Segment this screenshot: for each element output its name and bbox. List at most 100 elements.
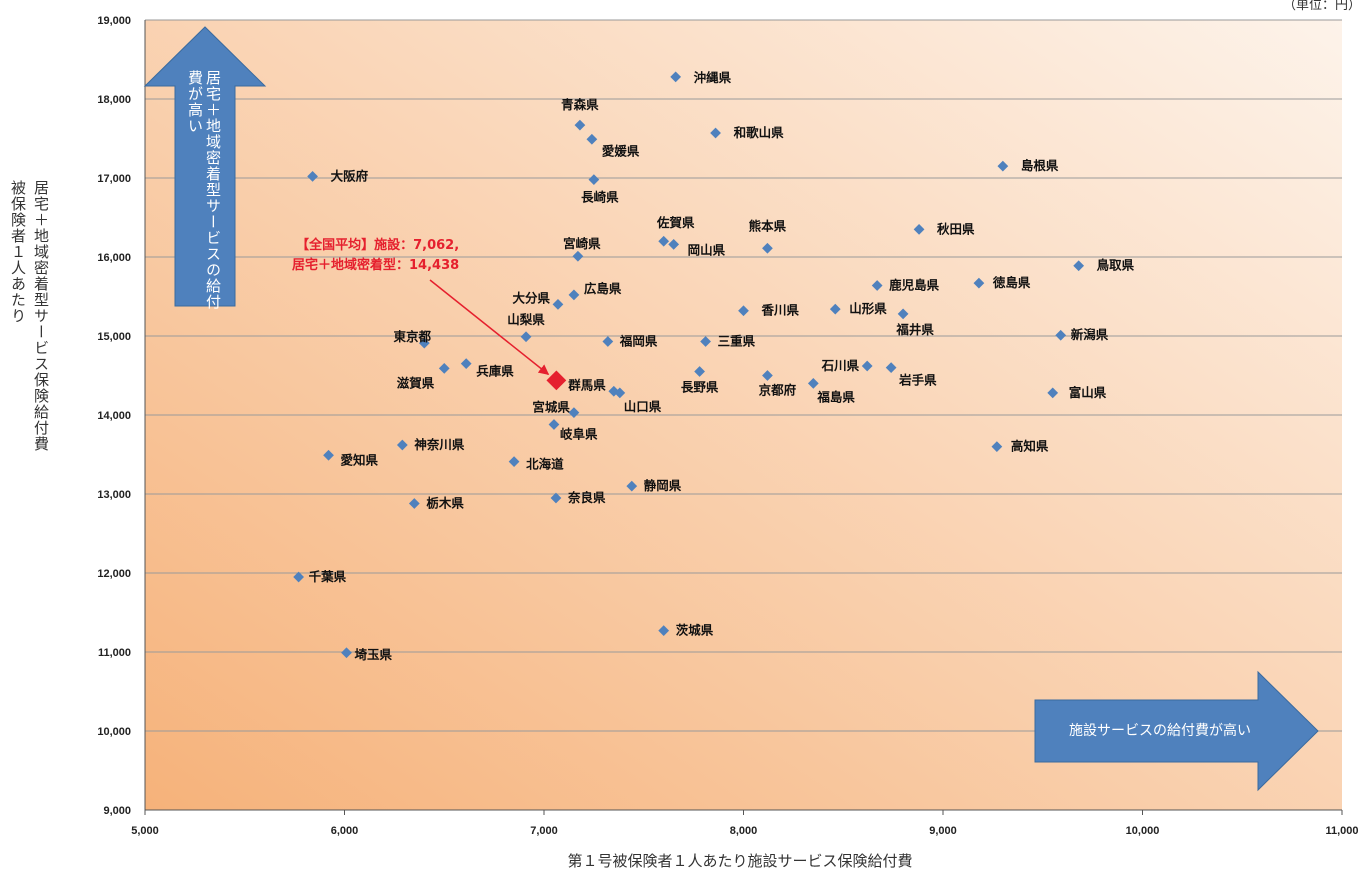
data-point-label: 秋田県 bbox=[937, 221, 975, 236]
data-point bbox=[807, 378, 819, 389]
data-point bbox=[460, 358, 472, 370]
x-tick-label: 7,000 bbox=[530, 825, 558, 837]
y-tick-label: 9,000 bbox=[103, 805, 131, 817]
data-point bbox=[700, 336, 711, 347]
average-label-line2: 居宅＋地域密着型：14,438 bbox=[292, 258, 460, 273]
data-point bbox=[762, 242, 773, 254]
data-point bbox=[710, 127, 721, 139]
unit-label: （単位：円） bbox=[1282, 0, 1361, 13]
data-point-label: 茨城県 bbox=[676, 623, 714, 638]
data-point-label: 三重県 bbox=[718, 334, 756, 349]
y-axis-label-line2: 被保険者１人あたり bbox=[9, 180, 27, 324]
data-point bbox=[418, 337, 430, 349]
data-point bbox=[588, 174, 600, 185]
y-axis-label-line1: 居宅＋地域密着型サービス保険給付費 bbox=[32, 180, 50, 452]
data-point-label: 熊本県 bbox=[749, 218, 787, 233]
y-tick-label: 10,000 bbox=[97, 726, 131, 738]
data-point-label: 鳥取県 bbox=[1097, 258, 1135, 273]
data-point-label: 滋賀県 bbox=[397, 375, 435, 390]
data-point-label: 宮崎県 bbox=[563, 236, 601, 251]
data-point-label: 千葉県 bbox=[309, 569, 347, 584]
data-point-label: 山口県 bbox=[624, 399, 662, 414]
data-point-label: 山梨県 bbox=[507, 312, 545, 327]
data-point-label: 京都府 bbox=[759, 383, 797, 398]
data-point-label: 栃木県 bbox=[426, 495, 464, 510]
data-point bbox=[658, 235, 670, 247]
data-point-label: 群馬県 bbox=[567, 377, 606, 392]
x-tick-label: 10,000 bbox=[1126, 825, 1160, 837]
average-pointer-arrow bbox=[429, 279, 550, 376]
data-point-label: 埼玉県 bbox=[354, 647, 392, 662]
data-point-label: 高知県 bbox=[1011, 439, 1049, 454]
arrow-up-shape bbox=[143, 26, 267, 307]
data-point-label: 愛知県 bbox=[341, 452, 379, 467]
data-point-label: 沖縄県 bbox=[694, 70, 732, 85]
data-point-label: 大分県 bbox=[512, 290, 550, 305]
data-point-label: 愛媛県 bbox=[602, 143, 640, 158]
y-tick-label: 19,000 bbox=[97, 15, 131, 27]
data-point bbox=[408, 498, 420, 509]
data-point-label: 東京都 bbox=[394, 329, 432, 344]
data-point-label: 兵庫県 bbox=[476, 364, 514, 379]
arrow-up-label: 居宅＋地域密着型サービスの給付費が高い bbox=[186, 70, 222, 310]
y-tick-label: 12,000 bbox=[97, 568, 131, 580]
data-point-label: 岡山県 bbox=[688, 242, 726, 257]
data-point bbox=[913, 223, 925, 235]
y-tick-label: 17,000 bbox=[97, 173, 131, 185]
data-point-label: 岩手県 bbox=[898, 373, 937, 388]
data-point-label: 福島県 bbox=[816, 389, 855, 404]
y-tick-label: 11,000 bbox=[98, 647, 131, 659]
average-label-line1: 【全国平均】施設：7,062, bbox=[296, 238, 460, 253]
arrow-right-shape bbox=[1034, 670, 1319, 792]
x-tick-label: 11,000 bbox=[1325, 825, 1358, 837]
data-point-label: 佐賀県 bbox=[656, 215, 695, 230]
x-tick-label: 8,000 bbox=[730, 825, 758, 837]
data-point bbox=[552, 299, 564, 310]
data-point-label: 新潟県 bbox=[1071, 327, 1109, 342]
data-point bbox=[438, 363, 450, 374]
x-tick-label: 9,000 bbox=[929, 825, 957, 837]
data-point-label: 山形県 bbox=[849, 301, 887, 316]
x-tick-label: 6,000 bbox=[331, 825, 359, 837]
data-point-label: 広島県 bbox=[584, 281, 622, 296]
data-point-label: 福岡県 bbox=[619, 334, 658, 349]
data-point-label: 長野県 bbox=[681, 380, 719, 395]
data-point-label: 北海道 bbox=[526, 457, 564, 472]
data-point-label: 岐阜県 bbox=[560, 426, 598, 441]
data-point bbox=[396, 439, 408, 451]
data-point-label: 富山県 bbox=[1069, 385, 1107, 400]
y-tick-label: 15,000 bbox=[97, 331, 131, 343]
data-point-label: 青森県 bbox=[561, 97, 599, 112]
data-point bbox=[871, 280, 883, 291]
data-point bbox=[694, 366, 705, 377]
data-point-label: 長崎県 bbox=[581, 190, 619, 205]
data-point-label: 島根県 bbox=[1021, 158, 1059, 173]
data-point bbox=[738, 305, 749, 317]
data-point-label: 香川県 bbox=[761, 303, 800, 318]
average-point bbox=[546, 370, 567, 391]
data-point bbox=[323, 449, 334, 461]
data-point bbox=[602, 336, 614, 347]
data-point bbox=[658, 625, 670, 637]
data-point bbox=[1047, 387, 1059, 399]
x-axis-label: 第１号被保険者１人あたり施設サービス保険給付費 bbox=[567, 852, 913, 870]
data-point-label: 鹿児島県 bbox=[889, 277, 940, 292]
data-point-label: 静岡県 bbox=[644, 478, 682, 493]
average-label: 【全国平均】施設：7,062, 居宅＋地域密着型：14,438 bbox=[292, 236, 459, 276]
data-point bbox=[307, 171, 318, 182]
data-point-label: 神奈川県 bbox=[414, 437, 465, 452]
arrow-right-label: 施設サービスの給付費が高い bbox=[1069, 723, 1251, 739]
data-point bbox=[572, 250, 584, 262]
data-point bbox=[668, 238, 680, 250]
data-point-label: 宮城県 bbox=[532, 400, 570, 415]
data-point-label: 大阪府 bbox=[331, 168, 369, 183]
y-tick-label: 18,000 bbox=[97, 94, 131, 106]
y-tick-label: 14,000 bbox=[97, 410, 131, 422]
data-point-label: 石川県 bbox=[821, 358, 860, 373]
data-point-label: 奈良県 bbox=[567, 490, 606, 505]
x-tick-label: 5,000 bbox=[131, 825, 159, 837]
data-point-label: 和歌山県 bbox=[733, 125, 785, 140]
y-tick-label: 13,000 bbox=[97, 489, 131, 501]
y-tick-label: 16,000 bbox=[97, 252, 131, 264]
data-point-label: 福井県 bbox=[895, 322, 934, 337]
